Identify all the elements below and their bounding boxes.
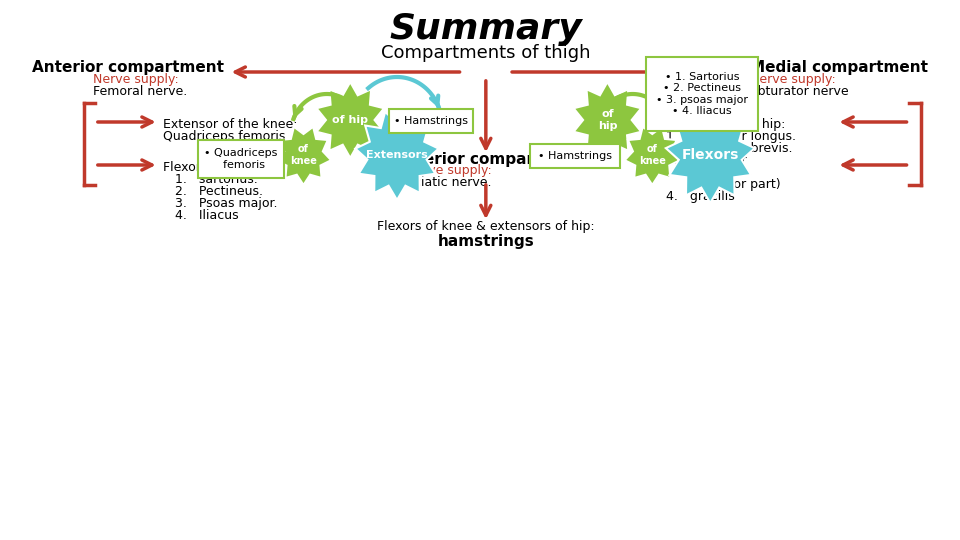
Text: 1.   Adductor longus.: 1. Adductor longus. <box>666 130 796 143</box>
Text: Adductors of the hip:: Adductors of the hip: <box>654 118 785 131</box>
Polygon shape <box>574 82 641 158</box>
Text: margnus: margnus <box>685 166 740 179</box>
Polygon shape <box>355 112 439 200</box>
FancyBboxPatch shape <box>198 140 284 178</box>
Text: Medial compartment: Medial compartment <box>751 60 928 75</box>
Text: Extensor of the knee:: Extensor of the knee: <box>163 118 298 131</box>
Polygon shape <box>276 127 331 185</box>
FancyBboxPatch shape <box>646 57 758 131</box>
Polygon shape <box>666 109 755 203</box>
Text: Nerve supply:: Nerve supply: <box>406 164 492 177</box>
Text: obturator nerve: obturator nerve <box>751 85 849 98</box>
Text: Posterior compartment: Posterior compartment <box>386 152 586 167</box>
Text: Flexors: Flexors <box>682 148 739 162</box>
Text: 4.   Iliacus: 4. Iliacus <box>176 209 239 222</box>
Text: of hip: of hip <box>332 115 369 125</box>
Text: Compartments of thigh: Compartments of thigh <box>381 44 590 62</box>
Text: Anterior compartment: Anterior compartment <box>32 60 224 75</box>
Text: Extensors: Extensors <box>366 150 428 160</box>
Text: Nerve supply:: Nerve supply: <box>93 73 179 86</box>
Text: • 1. Sartorius
• 2. Pectineus
• 3. psoas major
• 4. Iliacus: • 1. Sartorius • 2. Pectineus • 3. psoas… <box>656 72 748 117</box>
Text: 3.   Adductor: 3. Adductor <box>666 154 747 167</box>
Text: hamstrings: hamstrings <box>438 234 534 249</box>
Text: 4.   gracilis: 4. gracilis <box>666 190 735 203</box>
Text: of
knee: of knee <box>290 144 317 166</box>
Text: Quadriceps femoris.: Quadriceps femoris. <box>163 130 290 143</box>
FancyBboxPatch shape <box>530 144 620 168</box>
Polygon shape <box>317 82 384 158</box>
Text: Flexors of knee & extensors of hip:: Flexors of knee & extensors of hip: <box>377 220 594 233</box>
Text: • Hamstrings: • Hamstrings <box>394 116 468 126</box>
Text: Nerve supply:: Nerve supply: <box>751 73 836 86</box>
Text: (adductor part): (adductor part) <box>685 178 780 191</box>
Text: of
knee: of knee <box>638 144 665 166</box>
Text: of
hip: of hip <box>598 109 617 131</box>
Text: 2.   Pectineus.: 2. Pectineus. <box>176 185 263 198</box>
Text: 3.   Psoas major.: 3. Psoas major. <box>176 197 277 210</box>
Text: Summary: Summary <box>390 12 582 46</box>
Text: Flexors of the hip:: Flexors of the hip: <box>163 161 276 174</box>
Text: • Quadriceps
  femoris: • Quadriceps femoris <box>204 148 277 170</box>
Text: 1.   sartorius.: 1. sartorius. <box>176 173 258 186</box>
FancyBboxPatch shape <box>389 109 472 133</box>
Polygon shape <box>625 127 680 185</box>
Text: Femoral nerve.: Femoral nerve. <box>93 85 187 98</box>
Text: • Hamstrings: • Hamstrings <box>539 151 612 161</box>
Text: 2.   Adductor brevis.: 2. Adductor brevis. <box>666 142 793 155</box>
Text: Sciatic nerve.: Sciatic nerve. <box>406 176 492 189</box>
